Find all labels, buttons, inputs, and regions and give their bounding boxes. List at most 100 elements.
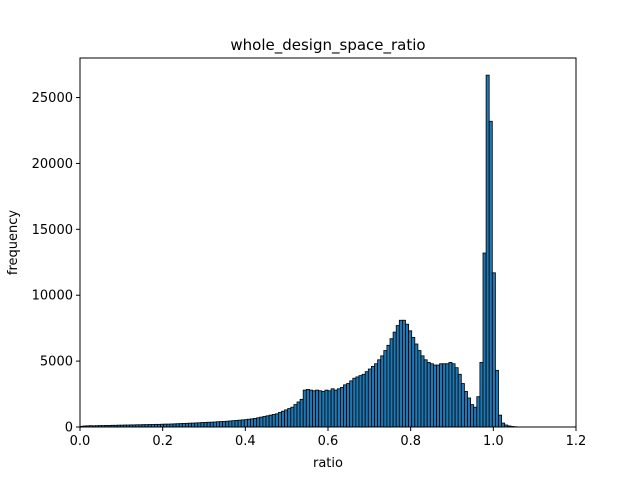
histogram-bar: [184, 422, 189, 428]
histogram-bar: [265, 415, 270, 428]
histogram-bar: [268, 414, 273, 428]
histogram-bar: [330, 388, 335, 428]
histogram-bar: [343, 384, 347, 428]
histogram-bar: [395, 325, 400, 428]
histogram-bar: [383, 350, 388, 428]
histogram-bar: [197, 422, 202, 428]
x-tick-label: 0.2: [152, 434, 173, 449]
histogram-bar: [498, 414, 502, 428]
histogram-bar: [352, 377, 357, 428]
histogram-bar: [284, 409, 289, 428]
histogram-bar: [457, 373, 462, 428]
histogram-bar: [389, 338, 394, 428]
histogram-bar: [377, 359, 382, 428]
histogram-bar: [336, 388, 341, 428]
y-axis-ticks: 0 5000 10000 15000 20000 25000: [32, 91, 80, 436]
histogram-bar: [355, 376, 360, 428]
y-tick-label: 5000: [40, 355, 73, 370]
y-tick-label: 25000: [32, 91, 73, 106]
histogram-bar: [305, 389, 310, 428]
histogram-bar: [290, 406, 295, 428]
histogram-bar: [411, 336, 416, 428]
x-tick-label: 1.0: [483, 434, 504, 449]
histogram-bar: [501, 422, 506, 428]
histogram-bar: [191, 422, 196, 428]
histogram-bar: [256, 417, 261, 428]
histogram-bar: [417, 350, 422, 428]
chart-title: whole_design_space_ratio: [230, 36, 425, 55]
histogram-bar: [327, 390, 332, 428]
histogram-bar: [398, 319, 403, 428]
histogram-bar: [448, 362, 453, 428]
histogram-bar: [364, 371, 369, 428]
histogram-bar: [293, 404, 298, 428]
histogram-bar: [299, 398, 304, 428]
histogram-bar: [420, 355, 425, 428]
histogram-bar: [318, 390, 323, 428]
histogram-bar: [432, 364, 437, 428]
x-axis-label: ratio: [313, 456, 343, 471]
histogram-bar: [349, 380, 354, 428]
histogram-bar: [386, 344, 391, 428]
histogram-bar: [188, 422, 192, 428]
histogram-bar: [281, 410, 285, 428]
histogram-bar: [231, 420, 236, 428]
histogram-bar: [380, 355, 385, 428]
histogram-bar: [274, 413, 279, 428]
x-tick-label: 0.6: [318, 434, 339, 449]
y-axis-label: frequency: [6, 210, 21, 276]
histogram-bar: [436, 364, 440, 428]
histogram-bar: [308, 389, 313, 428]
histogram-bar: [408, 330, 413, 428]
histogram-bar: [454, 367, 459, 428]
histogram-bar: [302, 389, 307, 428]
histogram-bar: [246, 418, 251, 428]
histogram-bar: [426, 362, 431, 428]
histogram-bar: [460, 383, 465, 428]
histogram-bar: [470, 404, 475, 428]
histogram-bar: [439, 363, 444, 428]
histogram-bar: [277, 412, 282, 428]
histogram-bar: [178, 423, 183, 428]
histogram-bar: [361, 373, 366, 428]
histogram-bar: [491, 272, 496, 428]
histogram-bar: [485, 74, 490, 428]
histogram-bar: [212, 421, 217, 428]
histogram-bar: [209, 421, 214, 428]
histogram-bar: [200, 422, 205, 428]
histogram-bar: [467, 397, 471, 428]
histogram-bar: [405, 323, 409, 428]
histogram-bar: [271, 414, 276, 428]
histogram-bar: [445, 363, 450, 428]
histogram-bar: [225, 420, 230, 428]
histogram-bar: [346, 383, 351, 428]
histogram-bar: [494, 369, 499, 428]
histogram-bar: [237, 419, 242, 428]
x-tick-label: 0.0: [70, 434, 91, 449]
histogram-bar: [250, 418, 254, 428]
histogram-bar: [215, 421, 220, 428]
histogram-bar: [401, 319, 406, 428]
histogram-bar: [451, 363, 456, 428]
histogram-bar: [287, 408, 292, 428]
histogram-bar: [423, 359, 428, 428]
histogram-bar: [479, 362, 484, 428]
x-axis-ticks: 0.0 0.2 0.4 0.6 0.8 1.0 1.2: [70, 427, 586, 449]
histogram-bar: [240, 419, 245, 428]
histogram-bar: [203, 421, 208, 428]
histogram-bar: [296, 401, 301, 428]
histogram-bar: [315, 389, 320, 428]
x-tick-label: 0.8: [400, 434, 421, 449]
histogram-bar: [414, 343, 419, 428]
histogram-bar: [367, 368, 372, 428]
histogram-bar: [206, 421, 211, 428]
histogram-bar: [324, 389, 329, 428]
x-tick-label: 0.4: [235, 434, 256, 449]
histogram-bar: [482, 252, 487, 428]
histogram-bar: [476, 396, 481, 428]
histogram-bar: [333, 389, 338, 428]
histogram-bar: [259, 416, 264, 428]
histogram-bar: [321, 391, 326, 428]
histogram-bar: [181, 423, 186, 428]
